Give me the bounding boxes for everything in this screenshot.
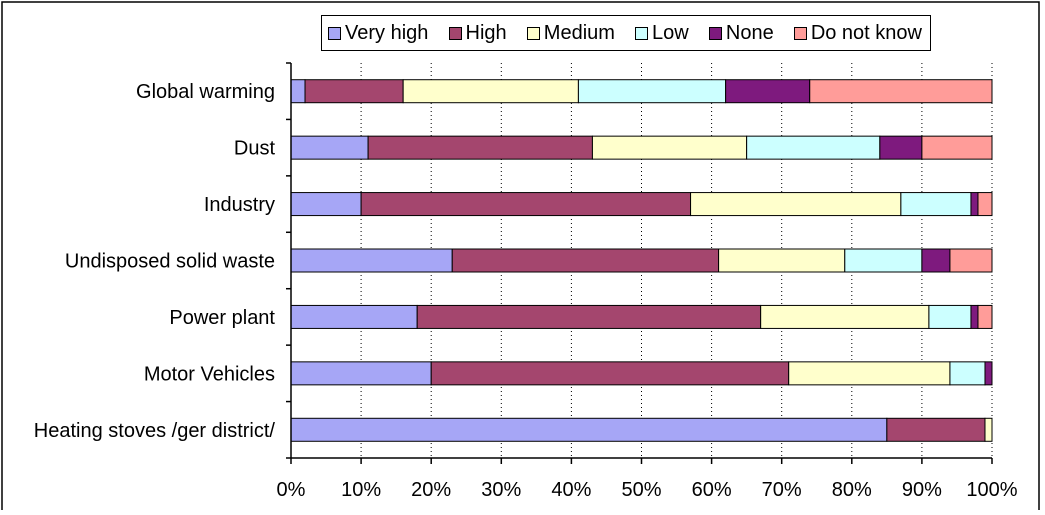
legend-swatch — [793, 26, 807, 40]
legend-label: Very high — [345, 21, 429, 44]
category-label: Dust — [234, 138, 276, 160]
x-tick-label: 50% — [621, 479, 661, 501]
bar-segment — [977, 304, 993, 329]
bar-segment — [304, 79, 404, 104]
bar-segment — [886, 417, 986, 442]
legend-swatch — [448, 26, 462, 40]
bar-segment — [949, 248, 993, 273]
legend-item: None — [708, 21, 774, 45]
legend-item: Medium — [526, 21, 615, 45]
bar-segment — [788, 361, 951, 386]
bar-segment — [928, 304, 972, 329]
bar-segment — [984, 361, 993, 386]
category-label: Heating stoves /ger district/ — [34, 420, 276, 442]
x-tick-label: 90% — [902, 479, 942, 501]
bar-segment — [360, 192, 692, 217]
bar-segment — [984, 417, 993, 442]
x-tick-label: 60% — [692, 479, 732, 501]
bar-segment — [430, 361, 790, 386]
bar-segment — [900, 192, 972, 217]
bar-segment — [290, 79, 306, 104]
category-label: Power plant — [169, 307, 275, 329]
category-label: Undisposed solid waste — [65, 251, 275, 273]
bar-segment — [809, 79, 993, 104]
bar-segment — [290, 135, 369, 160]
bar-segment — [591, 135, 748, 160]
bar-segment — [290, 304, 418, 329]
legend-item: Low — [635, 22, 689, 45]
bar-segment — [451, 248, 720, 273]
bar-segment — [844, 248, 923, 273]
bar-segment — [970, 192, 979, 217]
x-tick-label: 40% — [551, 479, 591, 501]
bar-segment — [290, 417, 888, 442]
x-tick-label: 70% — [762, 479, 802, 501]
category-label: Global warming — [136, 81, 275, 103]
legend-item: Do not know — [793, 21, 922, 45]
legend: Very high High Medium Low None Do not know — [321, 15, 931, 51]
legend-swatch — [635, 26, 649, 40]
legend-swatch — [328, 26, 341, 40]
legend-label: Do not know — [810, 21, 922, 44]
bar-segment — [290, 361, 432, 386]
bar-segment — [879, 135, 923, 160]
bar-segment — [921, 248, 951, 273]
bar-segment — [367, 135, 593, 160]
x-tick-label: 100% — [966, 479, 1017, 501]
bar-segment — [921, 135, 993, 160]
legend-label: Low — [652, 21, 689, 44]
x-tick-label: 80% — [832, 479, 872, 501]
legend-item: High — [448, 21, 507, 45]
bar-segment — [290, 248, 453, 273]
category-labels: Global warming Dust Industry Undisposed sol… — [34, 81, 276, 442]
legend-swatch — [708, 26, 722, 40]
legend-label: None — [725, 21, 774, 44]
x-tick-labels: 0% 10% 20% 30% 40% 50% 60% 70% 80% 90% 100% — [277, 479, 1018, 501]
axes — [286, 62, 993, 464]
bar-segment — [290, 192, 362, 217]
bar-segment — [577, 79, 727, 104]
x-tick-label: 0% — [277, 479, 306, 501]
bar-segment — [746, 135, 881, 160]
legend-item: Very high — [328, 22, 428, 45]
bar-segment — [760, 304, 930, 329]
x-tick-label: 30% — [481, 479, 521, 501]
bars — [290, 79, 993, 442]
bar-segment — [970, 304, 979, 329]
legend-label: High — [465, 21, 507, 44]
x-tick-label: 10% — [341, 479, 381, 501]
bar-segment — [416, 304, 762, 329]
bar-segment — [725, 79, 811, 104]
category-label: Motor Vehicles — [144, 363, 275, 385]
bar-segment — [718, 248, 846, 273]
bar-segment — [977, 192, 993, 217]
bar-segment — [402, 79, 579, 104]
legend-label: Medium — [543, 21, 615, 44]
legend-swatch — [526, 26, 540, 40]
bar-segment — [690, 192, 902, 217]
x-tick-label: 20% — [411, 479, 451, 501]
category-label: Industry — [204, 194, 275, 216]
bar-segment — [949, 361, 986, 386]
